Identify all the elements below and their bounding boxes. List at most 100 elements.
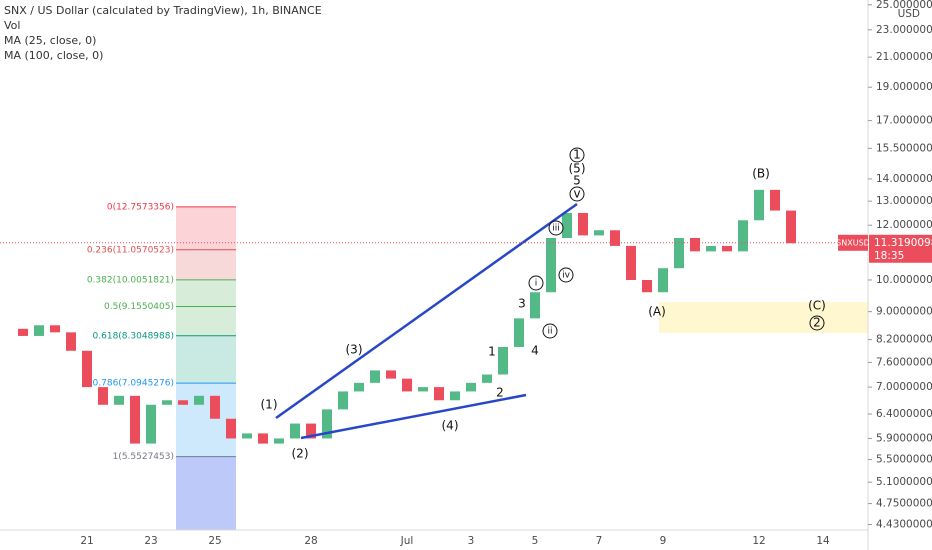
wave-label: 1 <box>488 345 496 359</box>
y-tick-label: 17.0000000 <box>876 115 932 127</box>
wave-label: (1) <box>261 398 278 412</box>
candle <box>786 210 796 244</box>
countdown: 18:35 <box>874 250 904 262</box>
y-tick-label: 5.1000000 <box>876 476 932 488</box>
wave-label: iv <box>562 271 571 281</box>
wave-label: (4) <box>442 419 459 433</box>
candle <box>514 318 524 348</box>
x-tick-label: 7 <box>596 535 603 547</box>
candle <box>130 395 140 444</box>
candle <box>402 378 412 392</box>
candle <box>258 433 268 444</box>
candle <box>338 391 348 410</box>
wave-label: 1 <box>573 148 581 162</box>
y-tick-label: 7.6000000 <box>876 356 932 368</box>
x-tick-label: 9 <box>660 535 667 547</box>
candle <box>226 418 236 439</box>
wave-circle <box>528 275 544 291</box>
candle <box>642 279 652 293</box>
y-tick-label: 5.5000000 <box>876 454 932 466</box>
indicator: Vol <box>4 19 20 32</box>
wave-circle <box>558 267 574 283</box>
candle <box>18 328 28 336</box>
wave-circle <box>809 315 825 331</box>
candle <box>418 387 428 392</box>
price-tag <box>869 234 932 263</box>
candle <box>626 245 636 280</box>
candle <box>658 268 668 293</box>
y-tick-label: 21.0000000 <box>876 51 932 63</box>
fib-label: 0.618(8.3048988) <box>93 331 174 341</box>
candle <box>754 189 764 221</box>
candle <box>194 395 204 405</box>
candle <box>450 391 460 401</box>
candle <box>498 347 508 375</box>
y-tick-label: 8.2000000 <box>876 334 932 346</box>
fib-retracement: 0(12.7573356) 0.236(11.0570523) 0.382(10.0… <box>87 202 236 530</box>
candle <box>738 220 748 252</box>
target-zone <box>659 302 868 333</box>
y-tick-label: 10.0000000 <box>876 274 932 286</box>
fib-band <box>176 279 236 307</box>
candle <box>482 374 492 383</box>
y-tick-label: 6.4000000 <box>876 408 932 420</box>
candle <box>690 238 700 252</box>
y-tick-label: 7.0000000 <box>876 381 932 393</box>
candle <box>546 238 556 293</box>
trend-line <box>300 393 527 440</box>
last-price: 11.3190098 <box>874 237 932 249</box>
candle <box>722 245 732 252</box>
y-tick-label: 15.5000000 <box>876 142 932 154</box>
candle <box>34 325 44 336</box>
trend-line <box>275 202 578 420</box>
y-tick-label: 9.0000000 <box>876 306 932 318</box>
chart-title: SNX / US Dollar (calculated by TradingVi… <box>4 4 322 17</box>
wave-label: (B) <box>752 167 770 181</box>
fib-label: 0.382(10.0051821) <box>87 275 174 285</box>
candle <box>562 212 572 239</box>
wave-label: (C) <box>808 299 826 313</box>
candle <box>530 292 540 319</box>
x-tick-label: 3 <box>468 535 475 547</box>
fib-band <box>176 335 236 384</box>
candle <box>770 189 780 211</box>
wave-label: 2 <box>496 386 504 400</box>
y-tick-label: 25.0000000 <box>876 0 932 11</box>
candle <box>274 438 284 444</box>
fib-band <box>176 249 236 280</box>
candle <box>114 395 124 405</box>
wave-circle <box>569 147 585 163</box>
y-tick-label: 4.7500000 <box>876 498 932 510</box>
candles <box>18 189 796 444</box>
candle <box>386 370 396 379</box>
candle <box>354 382 364 392</box>
candle <box>66 332 76 351</box>
y-tick-label: 4.4300000 <box>876 519 932 531</box>
indicator: MA (25, close, 0) <box>4 34 96 47</box>
fib-label: 1(5.5527453) <box>113 452 174 462</box>
x-tick-label: Jul <box>400 535 414 547</box>
fib-band <box>176 306 236 336</box>
candle <box>146 404 156 444</box>
x-tick-label: 14 <box>816 535 830 547</box>
y-tick-label: 19.0000000 <box>876 81 932 93</box>
candle <box>98 387 108 405</box>
candle <box>578 212 588 236</box>
candle <box>178 400 188 405</box>
wave-label: 4 <box>531 344 539 358</box>
candle <box>466 382 476 392</box>
fib-label: 0(12.7573356) <box>107 202 174 212</box>
indicator: MA (100, close, 0) <box>4 49 103 62</box>
wave-label: i <box>535 279 538 289</box>
wave-label: (5) <box>569 162 586 176</box>
candle <box>370 370 380 383</box>
symbol: SNXUSD <box>836 238 870 247</box>
wave-label: 5 <box>573 174 581 188</box>
candle <box>594 230 604 236</box>
y-tick-label: 14.0000000 <box>876 173 932 185</box>
x-tick-label: 25 <box>208 535 221 547</box>
x-tick-label: 12 <box>752 535 765 547</box>
x-tick-label: 5 <box>532 535 539 547</box>
fib-extension <box>176 456 236 530</box>
